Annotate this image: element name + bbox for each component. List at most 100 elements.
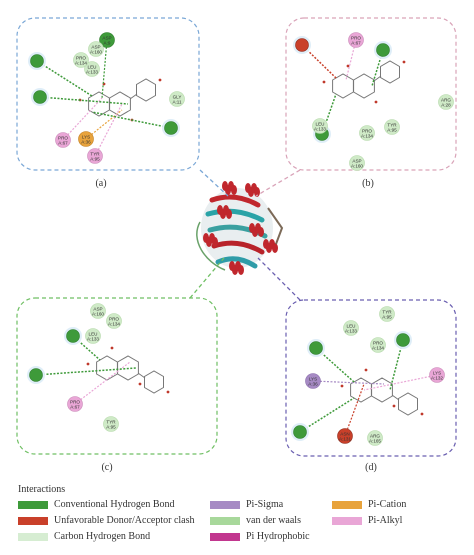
legend-label: Pi-Sigma <box>246 499 284 510</box>
legend-swatch <box>18 500 48 509</box>
residue-b-3: PRO A:134 <box>359 125 375 141</box>
panel-border-b <box>285 17 457 171</box>
interaction-legend: Interactions Conventional Hydrogen Bond U… <box>14 484 464 552</box>
legend-item: Conventional Hydrogen Bond <box>18 499 175 510</box>
legend-label: Pi-Alkyl <box>368 515 403 526</box>
residue-a-4: GLY A:11 <box>169 91 185 107</box>
residue-node <box>33 90 47 104</box>
interaction-line <box>344 383 365 437</box>
legend-label: Carbon Hydrogen Bond <box>54 531 151 542</box>
legend-title: Interactions <box>18 484 66 495</box>
legend-item: Carbon Hydrogen Bond <box>18 531 150 542</box>
residue-b-5: ASP A:160 <box>349 155 365 171</box>
legend-swatch <box>210 500 240 509</box>
residue-a-6: PRO A:67 <box>55 132 71 148</box>
panel-b: PRO A:67 ARG A:28 LEU A:133 PRO A:134 TYR A:95 ASP… <box>285 17 457 189</box>
residue-a-7: TYR A:95 <box>87 148 103 164</box>
residue-d-6: ASN A:131 <box>337 428 353 444</box>
residue-a-2: LEU A:133 <box>84 61 100 77</box>
residue-b-1: ARG A:28 <box>438 94 454 110</box>
residue-node <box>376 43 390 57</box>
interaction-line <box>62 97 103 141</box>
legend-label: Unfavorable Donor/Acceptor clash <box>54 515 195 526</box>
residue-c-0: ASP A:160 <box>90 303 106 319</box>
legend-swatch <box>210 532 240 541</box>
residue-b-2: LEU A:133 <box>312 118 328 134</box>
panel-border-d <box>285 299 457 457</box>
residue-c-1: PRO A:134 <box>106 313 122 329</box>
residue-label: ARG A:28 <box>441 97 451 107</box>
ligand-molecule-a <box>78 78 162 122</box>
connector-c <box>189 257 225 299</box>
residue-d-3: LYS A:36 <box>305 373 321 389</box>
residue-label: GLY A:11 <box>172 94 182 104</box>
ligand-molecule-d <box>340 368 424 416</box>
residue-node <box>396 333 410 347</box>
panel-d: TYR A:95 LEU A:133 PRO A:134 LYS A:36 LYS A:132 AR… <box>285 299 457 473</box>
residue-label: TYR A:95 <box>382 309 392 319</box>
legend-label: van der waals <box>246 515 301 526</box>
legend-swatch <box>210 516 240 525</box>
hydrogen-bond-line <box>371 49 384 87</box>
legend-swatch <box>18 516 48 525</box>
residue-node <box>295 38 309 52</box>
residue-d-5: ARG A:165 <box>367 430 383 446</box>
legend-swatch <box>332 516 362 525</box>
hydrogen-bond-line <box>299 397 355 433</box>
connector-d <box>257 257 301 301</box>
residue-label: ASP A:9 <box>102 35 111 45</box>
interaction-line <box>94 103 123 157</box>
residue-c-2: LEU A:133 <box>85 328 101 344</box>
legend-label: Pi Hydrophobic <box>246 531 310 542</box>
residue-label: LYS A:132 <box>431 370 443 380</box>
legend-item: Unfavorable Donor/Acceptor clash <box>18 515 195 526</box>
hydrogen-bond-line <box>39 96 129 105</box>
residue-a-3: PRO A:134 <box>73 52 89 68</box>
residue-node <box>164 121 178 135</box>
residue-b-4: TYR A:95 <box>384 119 400 135</box>
residue-d-1: LEU A:133 <box>343 320 359 336</box>
interaction-line <box>363 374 438 391</box>
residue-label: TYR A:95 <box>90 151 100 161</box>
residue-label: LEU A:133 <box>87 331 99 341</box>
legend-label: Pi-Cation <box>368 499 407 510</box>
legend-label: Conventional Hydrogen Bond <box>54 499 175 510</box>
hydrogen-bond-line <box>72 335 101 361</box>
residue-label: ASP A:160 <box>351 158 363 168</box>
interaction-line <box>312 380 385 385</box>
residue-label: PRO A:134 <box>372 340 384 350</box>
hydrogen-bond-line <box>91 111 172 129</box>
residue-d-2: PRO A:134 <box>370 337 386 353</box>
residue-label: LYS A:36 <box>81 134 91 144</box>
residue-label: LYS A:36 <box>308 376 318 386</box>
interaction-line <box>101 39 108 99</box>
legend-item: Pi-Cation <box>332 499 406 510</box>
legend-swatch <box>332 500 362 509</box>
residue-node <box>30 54 44 68</box>
residue-label: ASN A:131 <box>339 431 351 441</box>
panel-border-c <box>16 297 218 455</box>
protein-structure <box>196 181 284 275</box>
residue-c-3: PRO A:67 <box>67 396 83 412</box>
legend-item: Pi-Alkyl <box>332 515 402 526</box>
connector-b <box>255 169 301 197</box>
panel-border-a <box>16 17 200 171</box>
residue-label: ASP A:160 <box>92 306 104 316</box>
panel-label-a: (a) <box>95 178 106 189</box>
residue-node <box>293 425 307 439</box>
residue-label: ARG A:165 <box>369 433 381 443</box>
residue-label: LEU A:133 <box>345 323 357 333</box>
residue-node <box>29 368 43 382</box>
hydrogen-bond-line <box>36 60 93 97</box>
residue-label: LEU A:133 <box>86 64 98 74</box>
connector-a <box>199 169 229 197</box>
panel-label-d: (d) <box>365 462 377 473</box>
residue-label: TYR A:95 <box>387 122 397 132</box>
residue-a-5: LYS A:36 <box>78 131 94 147</box>
legend-item: Pi Hydrophobic <box>210 531 310 542</box>
residue-node <box>309 341 323 355</box>
residue-d-4: LYS A:132 <box>429 367 445 383</box>
legend-item: Pi-Sigma <box>210 499 283 510</box>
